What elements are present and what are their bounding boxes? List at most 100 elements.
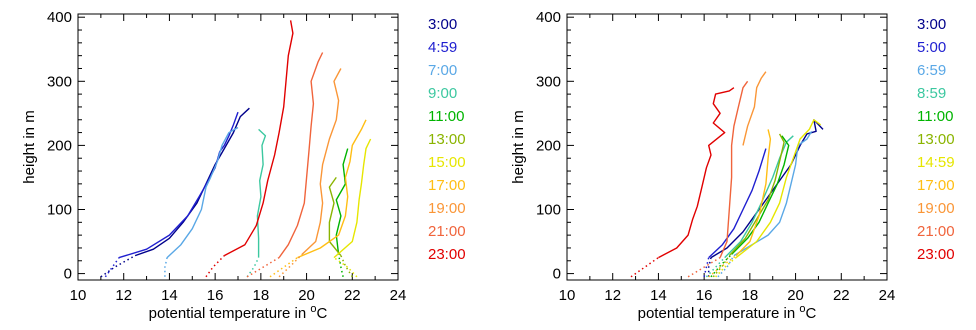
series-dotted-line <box>278 253 303 278</box>
y-tick-label: 400 <box>47 9 72 26</box>
x-tick-label: 24 <box>390 287 407 304</box>
legend-item: 4:59 <box>428 39 457 56</box>
y-tick-label: 0 <box>64 266 72 283</box>
series-line <box>731 135 790 255</box>
x-tick-label: 22 <box>833 287 850 304</box>
legend-item: 13:00 <box>917 131 955 148</box>
legend-item: 14:59 <box>917 154 955 171</box>
series-dotted-line <box>333 256 358 278</box>
series-line <box>278 52 324 259</box>
series-dotted-line <box>104 257 120 278</box>
series-11:00 <box>335 148 349 277</box>
series-3:00 <box>100 107 250 278</box>
x-tick-label: 16 <box>207 287 224 304</box>
legend-item: 3:00 <box>917 16 946 33</box>
series-13:00 <box>712 133 785 278</box>
x-tick-label: 18 <box>253 287 270 304</box>
series-line <box>335 148 349 255</box>
y-tick-label: 100 <box>536 201 561 218</box>
legend-item: 19:00 <box>917 200 955 217</box>
series-19:00 <box>278 68 342 278</box>
series-line <box>719 80 749 258</box>
series-dotted-line <box>687 256 721 278</box>
legend-item: 17:00 <box>917 177 955 194</box>
legend-item: 15:00 <box>428 154 466 171</box>
x-tick-label: 20 <box>787 287 804 304</box>
series-line <box>735 119 822 259</box>
series-8:59 <box>705 135 794 278</box>
series-line <box>708 148 767 259</box>
series-5:00 <box>703 148 767 277</box>
series-dotted-line <box>703 257 710 277</box>
y-axis-label: height in m <box>510 110 527 183</box>
series-dotted-line <box>100 254 136 278</box>
series-line <box>733 130 813 257</box>
series-dotted-line <box>707 257 712 277</box>
y-tick-label: 400 <box>536 9 561 26</box>
series-line <box>256 128 267 258</box>
series-7:00 <box>164 126 239 277</box>
x-tick-label: 12 <box>604 287 621 304</box>
y-tick-label: 0 <box>553 266 561 283</box>
legend-item: 13:00 <box>428 131 466 148</box>
series-17:00 <box>708 129 772 278</box>
series-dotted-line <box>164 257 168 277</box>
legend-item: 8:59 <box>917 85 946 102</box>
series-19:00 <box>742 71 767 146</box>
series-dotted-line <box>246 257 260 278</box>
x-tick-label: 16 <box>696 287 713 304</box>
series-dotted-line <box>246 256 280 278</box>
series-13:00 <box>328 176 353 278</box>
series-line <box>710 119 824 259</box>
x-tick-label: 12 <box>115 287 132 304</box>
series-line <box>333 138 372 259</box>
y-tick-label: 200 <box>536 137 561 154</box>
legend-item: 6:59 <box>917 62 946 79</box>
series-line <box>223 20 294 257</box>
series-4:59 <box>104 111 239 278</box>
legend-item: 3:00 <box>428 16 457 33</box>
series-6:59 <box>717 130 813 278</box>
series-dotted-line <box>269 256 298 278</box>
x-tick-label: 14 <box>161 287 178 304</box>
chart-panel-2: 10 12 14 16 18 20 22 24 0 100 200 300 400 potential t… <box>510 9 955 322</box>
series-dotted-line <box>708 255 737 278</box>
legend-item: 9:00 <box>428 85 457 102</box>
y-tick-label: 300 <box>536 73 561 90</box>
chart-panel-1: 10 12 14 16 18 20 22 24 0 100 200 300 400 potential t… <box>21 9 466 322</box>
series-line <box>658 87 735 259</box>
legend-item: 21:00 <box>917 223 955 240</box>
x-tick-label: 24 <box>879 287 896 304</box>
series-line <box>735 129 772 257</box>
series-line <box>297 119 367 259</box>
legend-item: 5:00 <box>917 39 946 56</box>
series-15:00 <box>333 138 372 278</box>
legend-item: 21:00 <box>428 223 466 240</box>
series-dotted-line <box>630 256 659 278</box>
x-axis-label: potential temperature in oC <box>149 303 328 322</box>
series-line <box>166 126 239 259</box>
series-line <box>118 111 239 259</box>
series-line <box>728 133 785 257</box>
series-dotted-line <box>337 254 344 277</box>
y-tick-label: 300 <box>47 73 72 90</box>
x-axis-label: potential temperature in oC <box>638 303 817 322</box>
series-21:00 <box>687 80 749 278</box>
x-tick-label: 18 <box>742 287 759 304</box>
series-line <box>724 135 794 259</box>
x-tick-label: 22 <box>344 287 361 304</box>
legend-item: 7:00 <box>428 62 457 79</box>
legend-item: 17:00 <box>428 177 466 194</box>
series-11:00 <box>710 135 790 278</box>
series-dotted-line <box>715 257 737 278</box>
x-tick-label: 10 <box>70 287 87 304</box>
legend-item: 23:00 <box>917 246 955 263</box>
series-dotted-line <box>205 255 225 278</box>
legend-item: 11:00 <box>917 108 953 125</box>
x-tick-label: 14 <box>650 287 667 304</box>
series-line <box>742 71 767 146</box>
series-17:00 <box>269 119 367 278</box>
series-dotted-line <box>712 255 730 278</box>
y-tick-label: 100 <box>47 201 72 218</box>
